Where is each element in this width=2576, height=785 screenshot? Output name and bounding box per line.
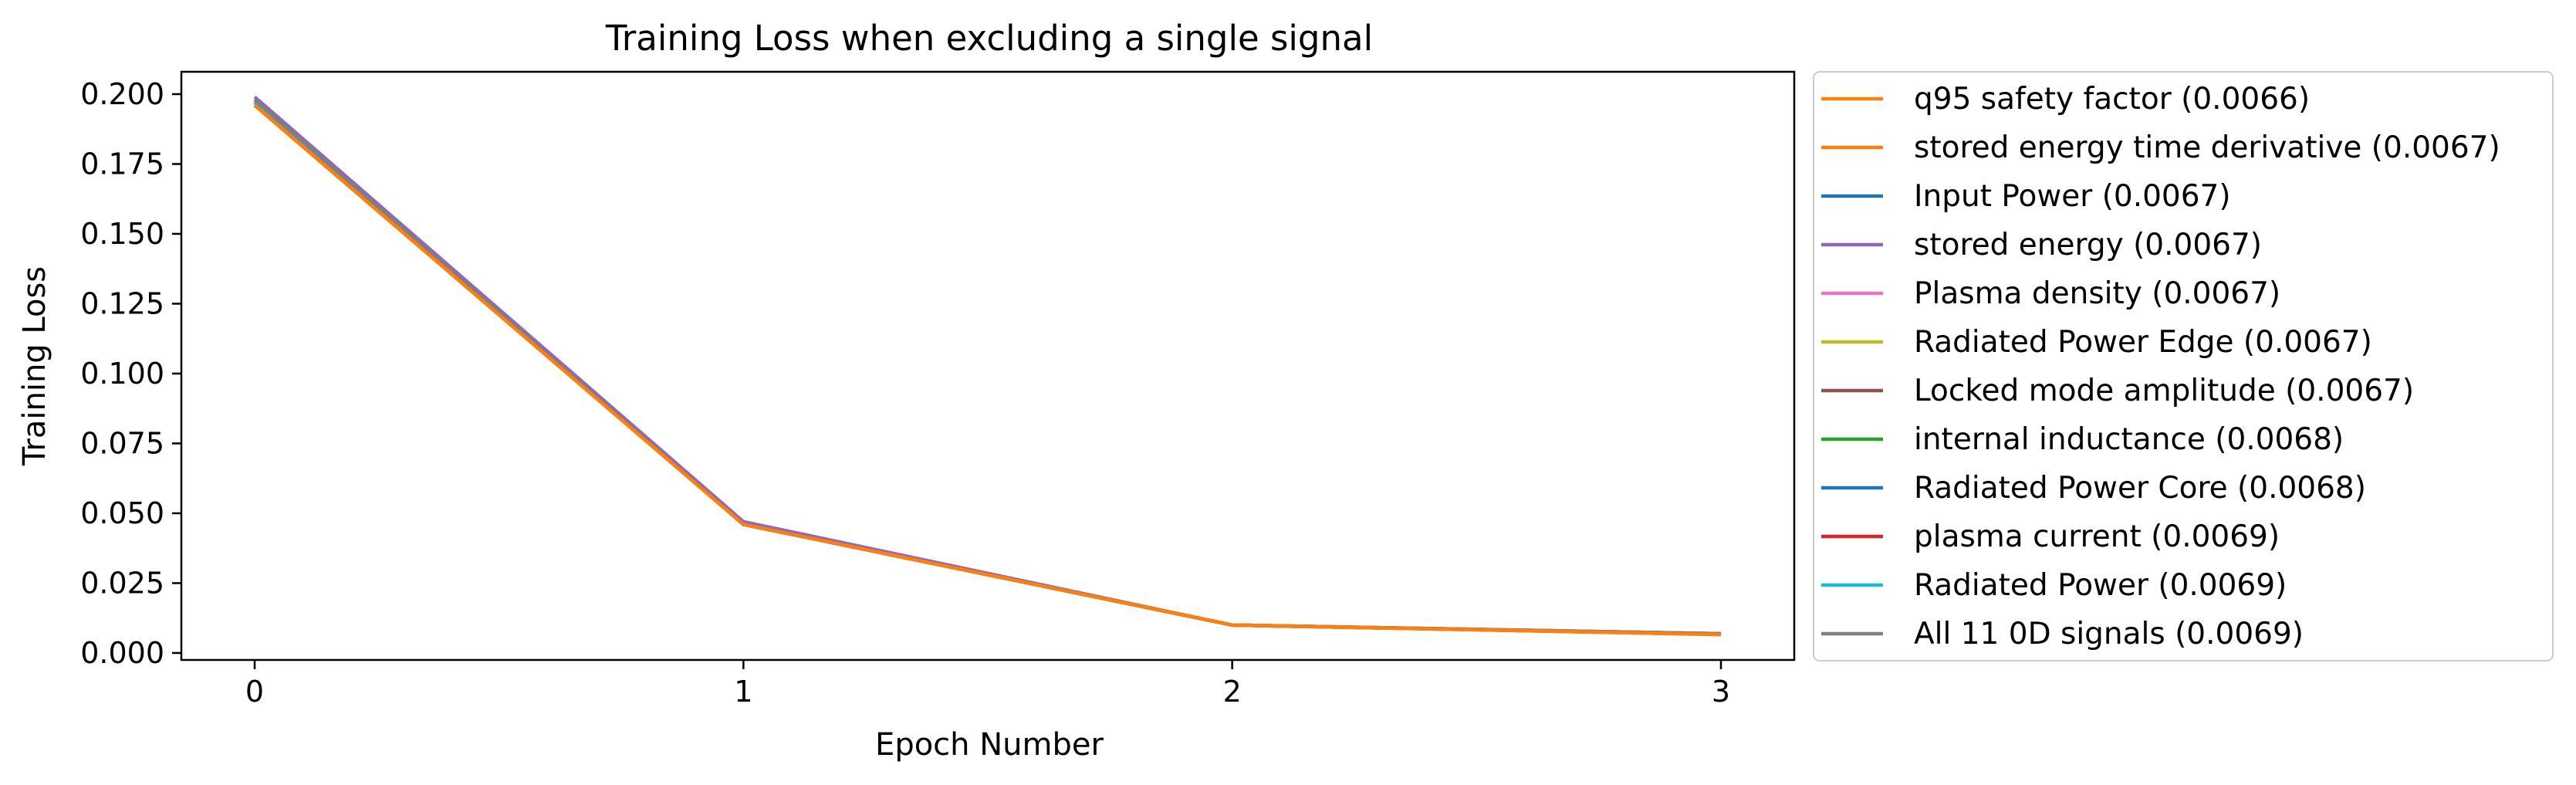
series-line [253, 103, 1722, 637]
legend-label: plasma current (0.0069) [1914, 519, 2280, 554]
series-line [253, 95, 1722, 636]
x-tick-label: 2 [1223, 675, 1242, 709]
series-line [253, 101, 1722, 636]
y-tick-label: 0.125 [80, 286, 164, 320]
x-axis-label: Epoch Number [875, 727, 1104, 763]
y-tick-label: 0.025 [80, 566, 164, 600]
y-tick-label: 0.175 [80, 147, 164, 181]
series-line [253, 101, 1722, 636]
y-axis-label: Training Loss [17, 266, 52, 466]
legend-label: All 11 0D signals (0.0069) [1914, 617, 2304, 651]
legend-label: stored energy time derivative (0.0067) [1914, 130, 2500, 165]
x-tick-label: 0 [245, 675, 264, 709]
x-axis-ticks: 0 1 2 3 [245, 660, 1730, 709]
x-tick-label: 3 [1712, 675, 1730, 709]
series-line [253, 98, 1722, 636]
y-tick-label: 0.100 [80, 357, 164, 391]
y-tick-label: 0.200 [80, 77, 164, 111]
x-tick-label: 1 [734, 675, 752, 709]
legend-label: Locked mode amplitude (0.0067) [1914, 374, 2414, 408]
series-line [253, 98, 1722, 636]
legend-label: Radiated Power Core (0.0068) [1914, 471, 2366, 506]
legend-label: Plasma density (0.0067) [1914, 276, 2280, 311]
y-tick-label: 0.050 [80, 496, 164, 530]
y-tick-label: 0.075 [80, 426, 164, 460]
legend-label: internal inductance (0.0068) [1914, 422, 2344, 457]
series-line [253, 101, 1722, 636]
y-tick-label: 0.150 [80, 217, 164, 251]
series-line [253, 101, 1722, 636]
legend-entries: q95 safety factor (0.0066) stored energy … [1821, 82, 2500, 651]
legend-label: stored energy (0.0067) [1914, 228, 2262, 262]
legend-label: Radiated Power Edge (0.0067) [1914, 325, 2372, 360]
y-axis-ticks: 0.000 0.025 0.050 0.075 0.100 0.125 0.150 0.175… [80, 77, 181, 670]
series-line [253, 101, 1722, 636]
chart-title: Training Loss when excluding a single si… [605, 18, 1373, 59]
plot-area: 0 1 2 3 0.000 0.025 0.050 0.075 0.100 0.125 0.150… [80, 70, 1796, 709]
legend-label: Radiated Power (0.0069) [1914, 568, 2287, 603]
legend-label: q95 safety factor (0.0066) [1914, 82, 2310, 117]
series-line-top [253, 103, 1722, 637]
series-line [253, 98, 1722, 636]
legend-label: Input Power (0.0067) [1914, 179, 2231, 214]
series-line [253, 101, 1722, 636]
y-tick-label: 0.000 [80, 636, 164, 670]
legend: q95 safety factor (0.0066) stored energy … [1813, 71, 2554, 661]
series-lines [253, 95, 1722, 637]
legend-frame [1813, 71, 2554, 661]
series-line [253, 98, 1722, 636]
plot-frame [180, 70, 1796, 661]
